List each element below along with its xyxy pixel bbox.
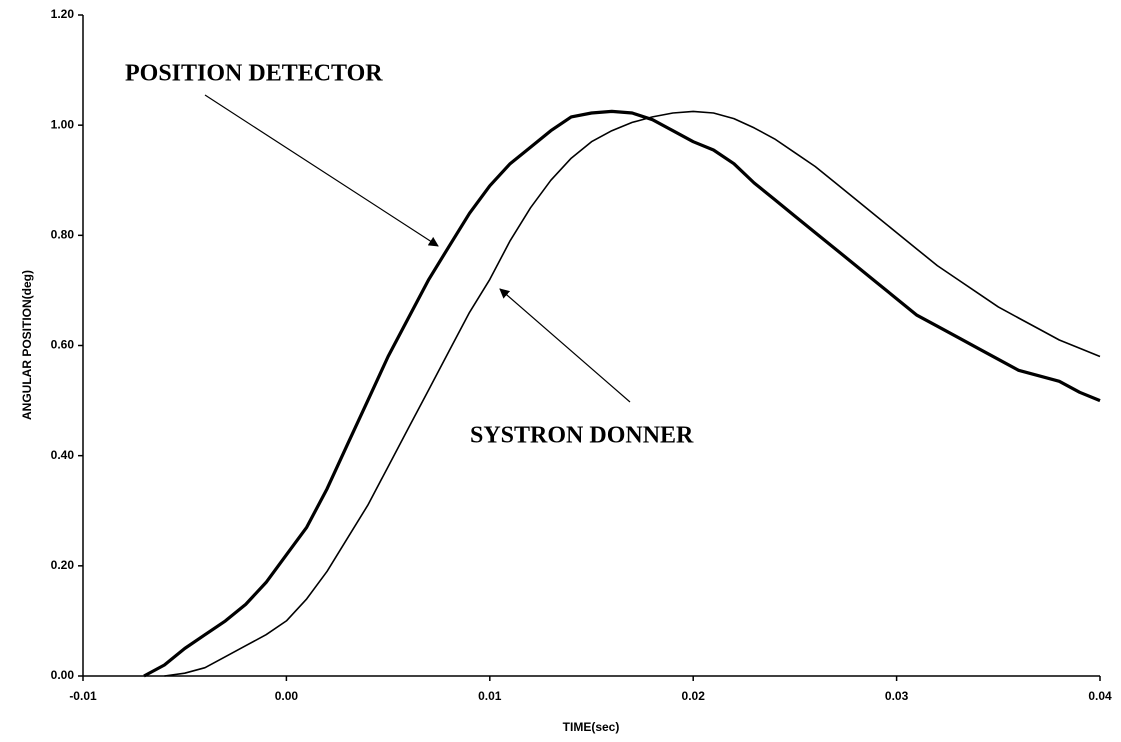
series-line (143, 109, 1101, 678)
y-tick-label: 0.40 (51, 448, 75, 462)
y-tick-label: 0.60 (51, 338, 75, 352)
x-tick-label: -0.01 (69, 689, 97, 703)
annotation-arrow (204, 94, 439, 247)
annotation: POSITION DETECTOR (125, 61, 383, 87)
series-line (164, 110, 1101, 677)
x-tick-label: 0.04 (1088, 689, 1112, 703)
annotation: SYSTRON DONNER (470, 423, 694, 449)
x-tick-label: 0.03 (885, 689, 909, 703)
y-tick-label: 1.00 (51, 117, 75, 131)
y-tick-label: 1.20 (51, 7, 75, 21)
y-axis-title: ANGULAR POSITION(deg) (20, 270, 34, 420)
x-tick-label: 0.00 (275, 689, 299, 703)
x-tick-label: 0.01 (478, 689, 502, 703)
y-tick-label: 0.20 (51, 558, 75, 572)
x-tick-label: 0.02 (682, 689, 706, 703)
y-tick-label: 0.00 (51, 668, 75, 682)
y-tick-label: 0.80 (51, 228, 75, 242)
x-axis-title: TIME(sec) (563, 720, 620, 734)
annotation-arrow (499, 288, 631, 403)
